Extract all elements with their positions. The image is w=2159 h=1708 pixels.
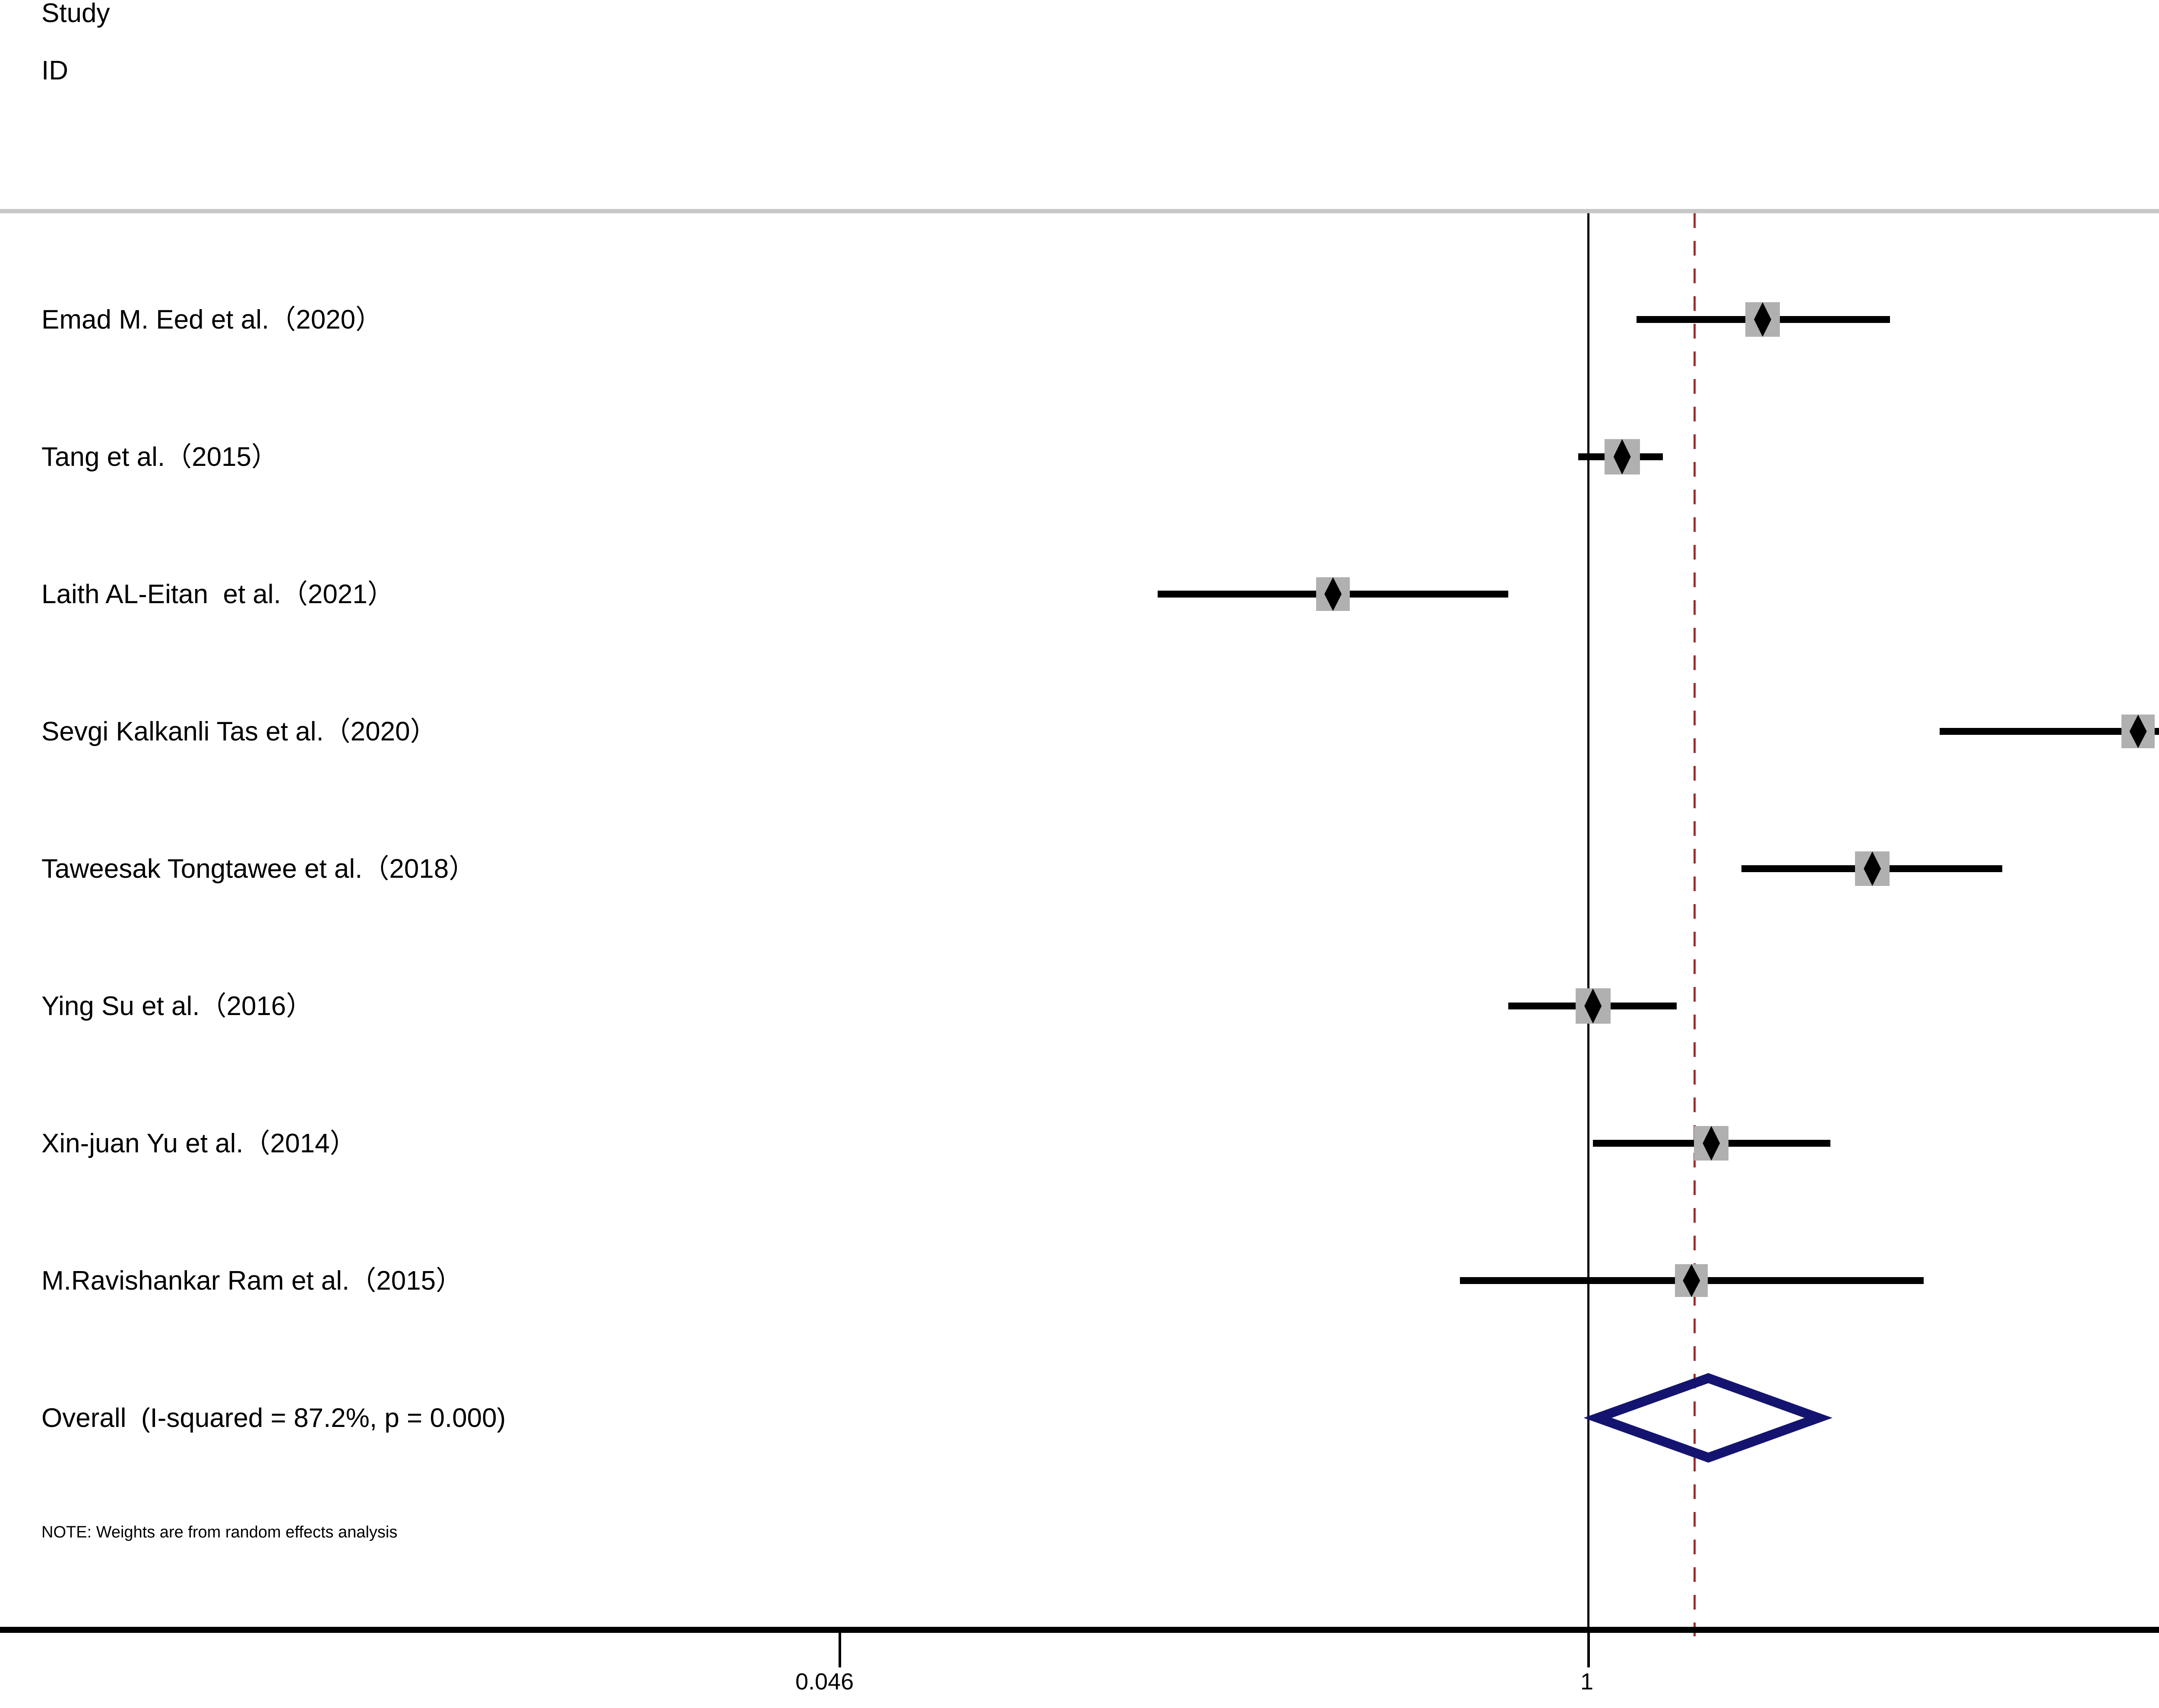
x-axis-line [0, 1627, 2159, 1633]
study-label: Emad M. Eed et al.（2020） [41, 305, 383, 335]
x-axis-tick-label: 0.046 [795, 1669, 854, 1695]
study-label: Taweesak Tongtawee et al.（2018） [41, 854, 476, 884]
header-study-line1: Study [41, 0, 110, 28]
study-label: M.Ravishankar Ram et al.（2015） [41, 1266, 463, 1296]
study-label: Tang et al.（2015） [41, 442, 279, 472]
x-axis-tick-label: 1 [1580, 1669, 1594, 1695]
ci-line [1940, 728, 2159, 735]
header-study-line2: ID [41, 56, 68, 85]
weights-note: NOTE: Weights are from random effects an… [41, 1523, 398, 1541]
study-label: Laith AL-Eitan et al.（2021） [41, 579, 394, 609]
null-effect-line [1587, 213, 1589, 1636]
study-label: Xin-juan Yu et al.（2014） [41, 1129, 357, 1158]
pooled-effect-line [1694, 213, 1696, 1636]
study-label: Sevgi Kalkanli Tas et al.（2020） [41, 717, 437, 746]
study-label: Ying Su et al.（2016） [41, 991, 313, 1021]
x-axis-tick [1587, 1633, 1590, 1667]
summary-diamond [1583, 1368, 1833, 1468]
header-rule [0, 209, 2159, 213]
overall-label: Overall (I-squared = 87.2%, p = 0.000) [41, 1403, 506, 1433]
x-axis-tick [839, 1633, 841, 1667]
